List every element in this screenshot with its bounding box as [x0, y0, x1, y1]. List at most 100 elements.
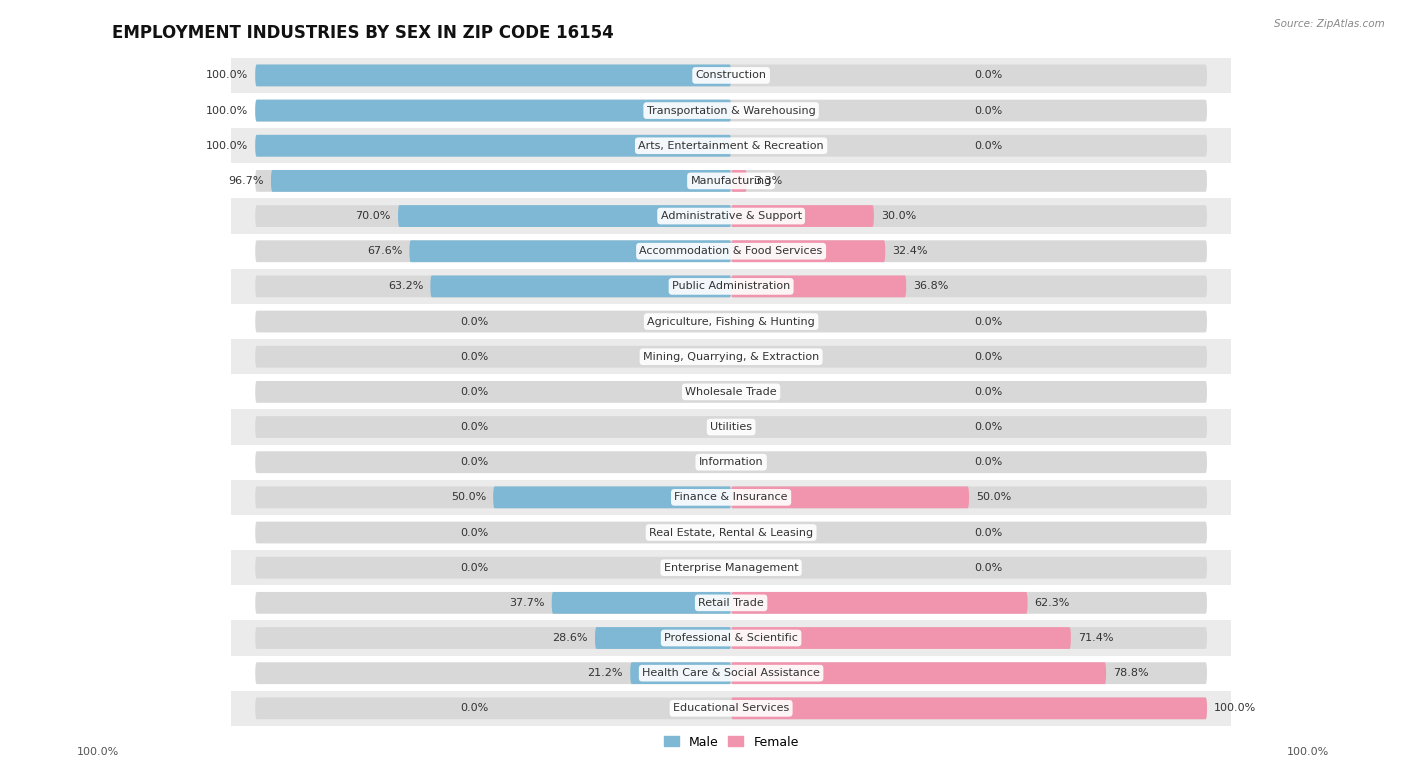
FancyBboxPatch shape	[256, 135, 731, 157]
FancyBboxPatch shape	[256, 99, 731, 122]
Text: Health Care & Social Assistance: Health Care & Social Assistance	[643, 668, 820, 678]
FancyBboxPatch shape	[731, 487, 969, 508]
Text: 32.4%: 32.4%	[893, 246, 928, 256]
FancyBboxPatch shape	[256, 452, 1206, 473]
Legend: Male, Female: Male, Female	[658, 730, 804, 753]
Text: 37.7%: 37.7%	[509, 598, 544, 608]
Text: 3.3%: 3.3%	[754, 176, 782, 186]
FancyBboxPatch shape	[232, 656, 1230, 691]
FancyBboxPatch shape	[494, 487, 731, 508]
Text: Manufacturing: Manufacturing	[690, 176, 772, 186]
Text: 96.7%: 96.7%	[228, 176, 264, 186]
Text: 100.0%: 100.0%	[205, 106, 247, 116]
Text: 70.0%: 70.0%	[356, 211, 391, 221]
Text: 78.8%: 78.8%	[1114, 668, 1149, 678]
FancyBboxPatch shape	[232, 445, 1230, 480]
FancyBboxPatch shape	[232, 410, 1230, 445]
Text: 50.0%: 50.0%	[451, 492, 486, 502]
FancyBboxPatch shape	[731, 662, 1107, 684]
Text: 0.0%: 0.0%	[974, 457, 1002, 467]
FancyBboxPatch shape	[256, 135, 1206, 157]
Text: Arts, Entertainment & Recreation: Arts, Entertainment & Recreation	[638, 140, 824, 151]
FancyBboxPatch shape	[232, 234, 1230, 268]
Text: 0.0%: 0.0%	[974, 352, 1002, 362]
Text: Mining, Quarrying, & Extraction: Mining, Quarrying, & Extraction	[643, 352, 820, 362]
Text: Construction: Construction	[696, 71, 766, 81]
Text: 62.3%: 62.3%	[1035, 598, 1070, 608]
FancyBboxPatch shape	[256, 592, 1206, 614]
FancyBboxPatch shape	[409, 241, 731, 262]
FancyBboxPatch shape	[731, 275, 907, 297]
FancyBboxPatch shape	[232, 550, 1230, 585]
FancyBboxPatch shape	[256, 275, 1206, 297]
FancyBboxPatch shape	[256, 241, 1206, 262]
FancyBboxPatch shape	[232, 199, 1230, 234]
FancyBboxPatch shape	[256, 662, 1206, 684]
FancyBboxPatch shape	[256, 521, 1206, 543]
Text: 0.0%: 0.0%	[974, 317, 1002, 327]
Text: 63.2%: 63.2%	[388, 282, 423, 292]
Text: 67.6%: 67.6%	[367, 246, 402, 256]
Text: 0.0%: 0.0%	[460, 563, 488, 573]
FancyBboxPatch shape	[256, 381, 1206, 403]
Text: 30.0%: 30.0%	[882, 211, 917, 221]
FancyBboxPatch shape	[256, 627, 1206, 649]
Text: Accommodation & Food Services: Accommodation & Food Services	[640, 246, 823, 256]
Text: 0.0%: 0.0%	[460, 422, 488, 432]
FancyBboxPatch shape	[256, 99, 1206, 122]
FancyBboxPatch shape	[232, 304, 1230, 339]
Text: Real Estate, Rental & Leasing: Real Estate, Rental & Leasing	[650, 528, 813, 538]
FancyBboxPatch shape	[630, 662, 731, 684]
FancyBboxPatch shape	[232, 339, 1230, 374]
FancyBboxPatch shape	[232, 480, 1230, 515]
FancyBboxPatch shape	[256, 698, 1206, 719]
FancyBboxPatch shape	[256, 64, 731, 86]
FancyBboxPatch shape	[731, 170, 747, 192]
FancyBboxPatch shape	[232, 585, 1230, 621]
FancyBboxPatch shape	[256, 310, 1206, 332]
Text: 100.0%: 100.0%	[1286, 747, 1329, 757]
Text: 0.0%: 0.0%	[974, 71, 1002, 81]
Text: 0.0%: 0.0%	[974, 106, 1002, 116]
Text: 0.0%: 0.0%	[460, 317, 488, 327]
Text: Professional & Scientific: Professional & Scientific	[664, 633, 799, 643]
Text: EMPLOYMENT INDUSTRIES BY SEX IN ZIP CODE 16154: EMPLOYMENT INDUSTRIES BY SEX IN ZIP CODE…	[112, 23, 614, 42]
FancyBboxPatch shape	[256, 416, 1206, 438]
Text: 28.6%: 28.6%	[553, 633, 588, 643]
Text: 0.0%: 0.0%	[460, 457, 488, 467]
FancyBboxPatch shape	[731, 698, 1206, 719]
Text: 0.0%: 0.0%	[460, 703, 488, 713]
FancyBboxPatch shape	[271, 170, 731, 192]
Text: 50.0%: 50.0%	[976, 492, 1011, 502]
Text: 0.0%: 0.0%	[974, 140, 1002, 151]
FancyBboxPatch shape	[256, 170, 1206, 192]
Text: Administrative & Support: Administrative & Support	[661, 211, 801, 221]
FancyBboxPatch shape	[256, 557, 1206, 579]
Text: Public Administration: Public Administration	[672, 282, 790, 292]
Text: 100.0%: 100.0%	[205, 140, 247, 151]
FancyBboxPatch shape	[232, 128, 1230, 163]
Text: 0.0%: 0.0%	[460, 352, 488, 362]
FancyBboxPatch shape	[232, 163, 1230, 199]
FancyBboxPatch shape	[256, 205, 1206, 227]
Text: 0.0%: 0.0%	[460, 528, 488, 538]
FancyBboxPatch shape	[232, 58, 1230, 93]
FancyBboxPatch shape	[232, 691, 1230, 726]
Text: 71.4%: 71.4%	[1078, 633, 1114, 643]
Text: 0.0%: 0.0%	[974, 563, 1002, 573]
Text: 0.0%: 0.0%	[974, 528, 1002, 538]
Text: 100.0%: 100.0%	[1215, 703, 1257, 713]
FancyBboxPatch shape	[232, 515, 1230, 550]
Text: 0.0%: 0.0%	[974, 422, 1002, 432]
FancyBboxPatch shape	[232, 268, 1230, 304]
Text: Utilities: Utilities	[710, 422, 752, 432]
FancyBboxPatch shape	[232, 93, 1230, 128]
Text: Wholesale Trade: Wholesale Trade	[685, 387, 778, 397]
Text: 21.2%: 21.2%	[588, 668, 623, 678]
FancyBboxPatch shape	[551, 592, 731, 614]
Text: Retail Trade: Retail Trade	[699, 598, 763, 608]
FancyBboxPatch shape	[398, 205, 731, 227]
Text: 36.8%: 36.8%	[914, 282, 949, 292]
FancyBboxPatch shape	[430, 275, 731, 297]
FancyBboxPatch shape	[731, 627, 1071, 649]
